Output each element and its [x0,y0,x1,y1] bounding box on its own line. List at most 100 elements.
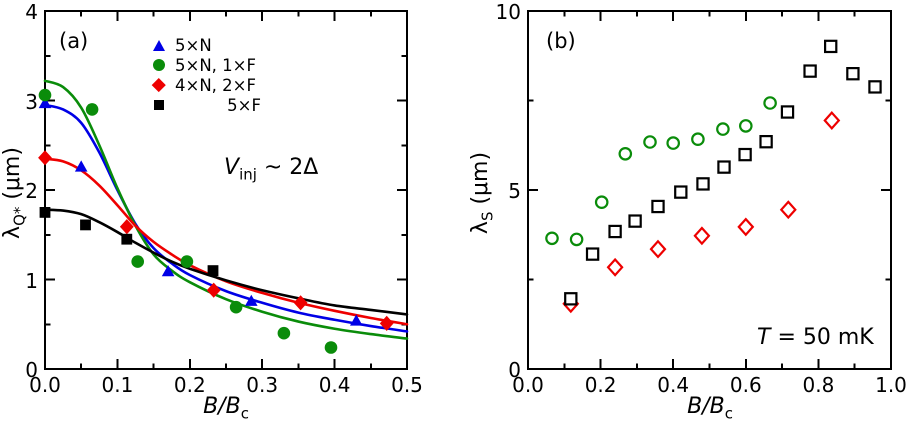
diamond-marker-icon [152,78,166,92]
data-point-triangle [350,314,363,326]
annotation-vinj-sub: inj [239,165,257,184]
data-point-square-open [564,292,578,306]
y-tick-label-a: 4 [25,0,38,24]
x-tick-label-b: 0.0 [512,373,544,397]
y-axis-label-a-sym: λ [0,225,25,239]
y-axis-label-a-sub: Q* [10,206,29,226]
panel-b [527,10,892,370]
annotation-temperature: T = 50 mK [757,325,874,350]
y-axis-label-b-sym: λ [468,221,493,235]
data-point-circle [38,88,52,102]
legend-item-5xN: 5×N [151,35,261,55]
square-marker-icon [154,100,164,110]
data-point-circle-open [643,135,657,149]
data-point-square-open [846,66,860,81]
annotation-temp-rest: = 50 mK [770,325,874,350]
x-axis-label-a: B/Bc [160,394,292,422]
data-point-circle [85,103,99,116]
data-point-diamond [293,295,308,311]
data-point-diamond-open [649,239,667,259]
data-point-circle [180,255,194,268]
data-point-square [207,265,219,276]
x-tick-label-a: 0.3 [246,373,279,397]
data-point-circle-open [716,122,730,136]
x-tick-label-b: 1.0 [875,373,907,397]
fit-4xN-2xF [43,157,409,326]
fit-5xN-1xF [43,79,409,340]
data-point-triangle [74,160,88,172]
data-point-square-open [608,224,622,239]
data-point-circle-open [738,119,753,133]
x-axis-label-b-main: B/B [687,394,725,419]
data-point-square-open [628,214,642,228]
data-point-diamond [206,282,221,298]
data-point-square-open [717,160,731,174]
circle-marker-icon [152,58,166,72]
x-axis-label-a-main: B/B [203,394,241,419]
data-point-square-open [803,64,817,78]
data-point-circle-open [666,136,681,150]
y-tick-label-a: 3 [25,89,38,114]
data-point-triangle [38,96,52,109]
data-point-square [39,207,51,218]
data-point-diamond [119,219,134,235]
x-tick-label-b: 0.8 [802,373,835,397]
data-point-circle [229,300,243,314]
legend-item-5xN-1xF: 5×N, 1×F [151,55,261,75]
y-tick-label-b: 10 [495,0,521,24]
data-point-square-open [759,134,773,149]
data-point-square [121,233,133,245]
panel-b-label: (b) [546,29,576,53]
data-point-square-open [585,247,600,261]
x-tick-label-a: 0.2 [173,373,206,397]
y-tick-label-a: 2 [25,179,38,203]
series-5-F [564,39,882,306]
annotation-vinj-var: V [224,155,240,180]
fit-5xF [43,208,409,316]
legend-label: 5×N, 1×F [175,55,256,75]
data-point-square-open [674,185,688,199]
data-point-diamond-open [737,217,755,237]
y-tick-label-b: 0 [508,358,521,382]
data-point-square-open [738,147,752,162]
data-point-circle [131,255,144,268]
series-5-N-1-F [38,88,338,354]
data-point-triangle [161,265,175,277]
data-point-square-open [780,105,795,119]
annotation-temp-var: T [757,325,771,350]
x-axis-label-a-sub: c [240,404,249,423]
data-point-circle-open [691,132,705,146]
x-tick-label-a: 0.4 [318,373,351,397]
series-5-F [39,207,219,276]
data-point-circle [324,341,338,354]
y-axis-label-b-sub: S [478,211,497,222]
data-point-diamond [38,150,52,166]
data-point-circle-open [594,195,609,209]
panel-a [38,10,409,370]
data-point-diamond-open [823,111,841,130]
data-point-circle [277,326,291,340]
legend-label: 5×F [227,95,261,115]
data-point-circle-open [763,96,777,110]
y-tick-label-b: 5 [508,179,521,203]
series-5-N-1-F [545,96,777,247]
x-axis-label-b: B/Bc [644,394,776,422]
data-point-square-open [696,177,710,191]
data-point-triangle [245,294,258,306]
x-tick-label-a: 0.0 [29,373,61,397]
series-5-N [38,96,363,326]
data-point-square-open [868,80,882,94]
x-tick-label-b: 0.4 [657,373,690,397]
annotation-vinj: Vinj ~ 2Δ [224,155,318,183]
data-point-diamond-open [606,257,624,277]
legend-label: 5×N [175,35,212,55]
data-point-circle-open [545,231,559,246]
x-tick-label-a: 0.5 [391,373,423,397]
data-point-diamond-open [779,200,797,220]
panel-a-label: (a) [59,29,89,53]
legend-label: 4×N, 2×F [175,75,256,95]
data-point-circle-open [569,232,584,247]
data-point-circle-open [618,147,633,161]
